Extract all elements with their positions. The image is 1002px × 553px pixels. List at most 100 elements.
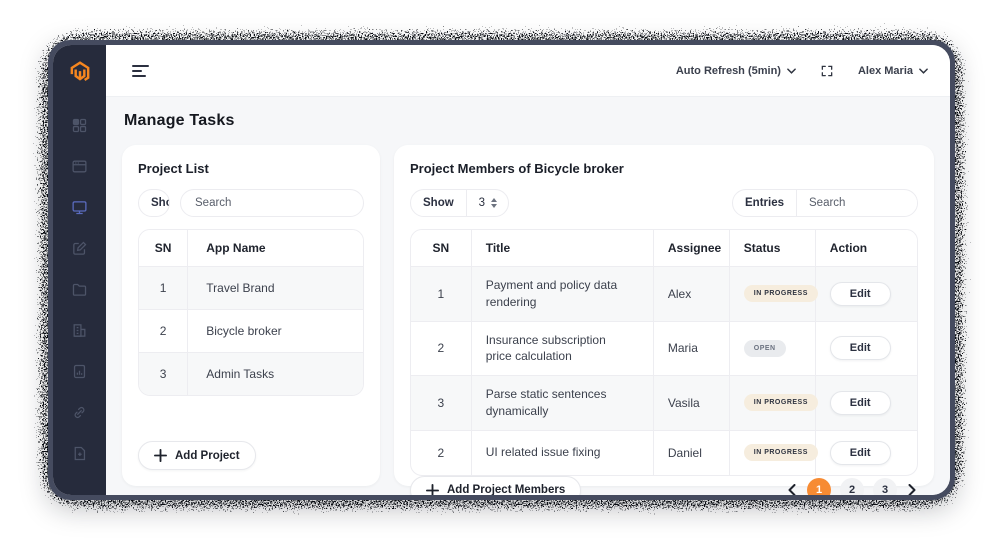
app-window: Auto Refresh (5min) Alex Maria [48, 40, 955, 500]
plus-icon [426, 483, 439, 495]
cell-sn: 3 [411, 376, 472, 430]
table-row[interactable]: 3 Parse static sentences dynamically Vas… [411, 375, 917, 430]
add-project-members-label: Add Project Members [447, 484, 566, 495]
header-app-name: App Name [206, 241, 266, 255]
chevron-left-icon [788, 484, 796, 495]
chevron-down-icon [919, 67, 928, 74]
pagination-page-2[interactable]: 2 [840, 478, 864, 495]
fullscreen-icon [821, 65, 833, 76]
cell-title: Parse static sentences dynamically [472, 376, 654, 430]
sidebar-item-monitor[interactable] [69, 198, 91, 216]
pagination-page-1[interactable]: 1 [807, 478, 831, 495]
status-badge: IN PROGRESS [743, 285, 818, 303]
sidebar [53, 45, 106, 495]
cell-sn: 3 [139, 353, 189, 395]
fullscreen-button[interactable] [820, 64, 834, 78]
sidebar-item-building[interactable] [69, 321, 91, 339]
add-project-members-button[interactable]: Add Project Members [410, 475, 582, 495]
cell-sn: 2 [411, 430, 472, 475]
cell-app-name: Travel Brand [206, 281, 275, 295]
project-list-table: SN App Name 1 Travel Brand 2 Bicycle bro… [138, 229, 364, 396]
table-header-row: SN Title Assignee Status Action [411, 230, 917, 266]
user-name: Alex Maria [857, 64, 913, 77]
cell-assignee: Maria [654, 321, 730, 376]
project-search-input[interactable] [180, 189, 364, 217]
plus-icon [154, 449, 167, 462]
sidebar-item-report[interactable] [69, 362, 91, 380]
page-title: Manage Tasks [124, 112, 235, 129]
header-action: Action [829, 241, 868, 255]
cell-assignee: Vasila [654, 376, 730, 430]
table-header-row: SN App Name [139, 230, 363, 266]
cell-assignee: Alex [654, 267, 730, 321]
header-sn: SN [139, 230, 189, 266]
cell-title: UI related issue fixing [472, 430, 654, 475]
app-logo-icon[interactable] [63, 56, 97, 90]
project-members-card: Project Members of Bicycle broker Show 3 [394, 145, 934, 495]
table-row[interactable]: 2 Insurance subscription price calculati… [411, 320, 917, 376]
table-row[interactable]: 3 Admin Tasks [139, 352, 363, 395]
topbar: Auto Refresh (5min) Alex Maria [106, 45, 950, 97]
entries-label: Entries [745, 197, 784, 209]
project-members-table: SN Title Assignee Status Action 1 Paymen… [410, 229, 918, 476]
edit-button[interactable]: Edit [829, 281, 891, 306]
sidebar-item-file-plus[interactable] [69, 444, 91, 462]
edit-button[interactable]: Edit [829, 440, 891, 465]
sidebar-item-link[interactable] [69, 403, 91, 421]
user-menu[interactable]: Alex Maria [858, 65, 928, 77]
show-entries-select[interactable]: Show 3 [410, 189, 510, 217]
table-row[interactable]: 1 Travel Brand [139, 266, 363, 309]
divider [465, 190, 467, 216]
project-members-title: Project Members of Bicycle broker [410, 161, 624, 176]
entries-search-group: Entries [732, 189, 918, 217]
edit-button[interactable]: Edit [829, 390, 891, 415]
members-search-input[interactable] [797, 197, 917, 209]
menu-toggle-button[interactable] [128, 61, 153, 81]
cell-sn: 2 [139, 310, 189, 352]
stepper-icon [491, 198, 498, 208]
cell-app-name: Bicycle broker [206, 324, 282, 338]
sidebar-item-dashboard[interactable] [69, 116, 91, 134]
project-list-title: Project List [138, 161, 209, 176]
pagination: 1 2 3 [786, 478, 918, 495]
sidebar-item-edit[interactable] [69, 239, 91, 257]
cell-sn: 2 [411, 321, 472, 376]
header-title: Title [472, 230, 654, 266]
show-label: Show [151, 197, 169, 209]
pagination-prev-button[interactable] [786, 482, 798, 495]
show-entries-select[interactable]: Show 3 [138, 189, 170, 217]
show-value: 3 [478, 197, 486, 209]
header-sn: SN [411, 230, 472, 266]
cell-title: Insurance subscription price calculation [472, 321, 654, 376]
add-project-button[interactable]: Add Project [138, 441, 256, 470]
table-row[interactable]: 2 Bicycle broker [139, 309, 363, 352]
chevron-right-icon [908, 484, 916, 495]
chevron-down-icon [787, 67, 796, 74]
content: Manage Tasks Project List Show 3 [106, 97, 950, 495]
sidebar-item-window[interactable] [69, 157, 91, 175]
sidebar-item-folder[interactable] [69, 280, 91, 298]
header-status: Status [730, 230, 816, 266]
cell-sn: 1 [411, 267, 472, 321]
edit-button[interactable]: Edit [829, 336, 891, 361]
sidebar-nav [69, 116, 91, 462]
project-list-card: Project List Show 3 [122, 145, 380, 486]
cell-title: Payment and policy data rendering [472, 267, 654, 321]
pagination-next-button[interactable] [906, 482, 918, 495]
status-badge: OPEN [743, 339, 786, 357]
auto-refresh-dropdown[interactable]: Auto Refresh (5min) [676, 65, 796, 77]
main-area: Auto Refresh (5min) Alex Maria [106, 45, 950, 495]
table-row[interactable]: 1 Payment and policy data rendering Alex… [411, 266, 917, 321]
status-badge: IN PROGRESS [743, 394, 818, 412]
pagination-page-3[interactable]: 3 [873, 478, 897, 495]
divider [796, 190, 797, 216]
table-row[interactable]: 2 UI related issue fixing Daniel IN PROG… [411, 429, 917, 475]
auto-refresh-label: Auto Refresh (5min) [675, 64, 781, 77]
cell-sn: 1 [139, 267, 189, 309]
cell-assignee: Daniel [654, 430, 730, 475]
show-label: Show [423, 197, 454, 209]
header-assignee: Assignee [654, 230, 730, 266]
status-badge: IN PROGRESS [743, 444, 818, 462]
add-project-label: Add Project [175, 449, 240, 462]
